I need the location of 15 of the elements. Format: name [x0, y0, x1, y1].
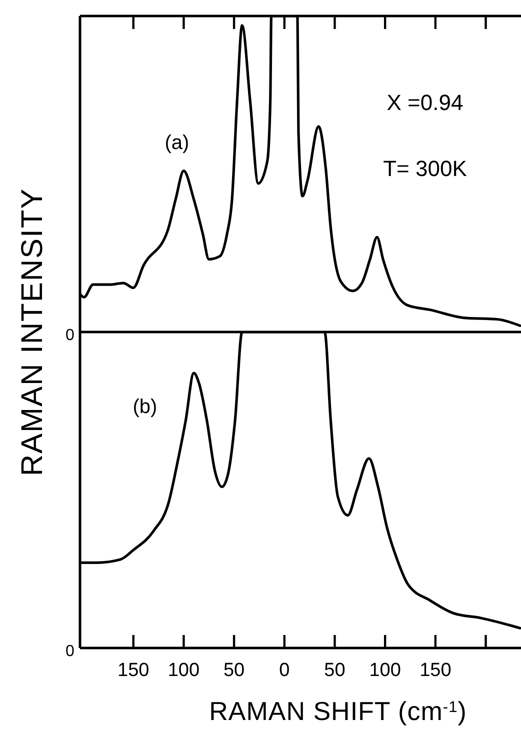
annotation: X =0.94	[386, 90, 464, 115]
annotation: (a)	[164, 132, 190, 154]
text: 0	[66, 327, 75, 344]
annotation: (b)	[132, 396, 158, 418]
x-axis-title: RAMAN SHIFT (cm$^{-1}$)	[209, 696, 467, 726]
annotation: T= 300K	[383, 156, 468, 181]
x-tick-label: 50	[324, 660, 346, 681]
text: 0	[66, 643, 75, 660]
x-tick-label: 150	[420, 660, 452, 681]
y-axis-title: RAMAN INTENSITY	[16, 188, 49, 476]
x-tick-label: 100	[369, 660, 401, 681]
x-tick-label: 0	[279, 660, 290, 681]
x-tick-label: 100	[168, 660, 200, 681]
x-tick-label: 150	[118, 660, 150, 681]
x-tick-label: 50	[223, 660, 245, 681]
